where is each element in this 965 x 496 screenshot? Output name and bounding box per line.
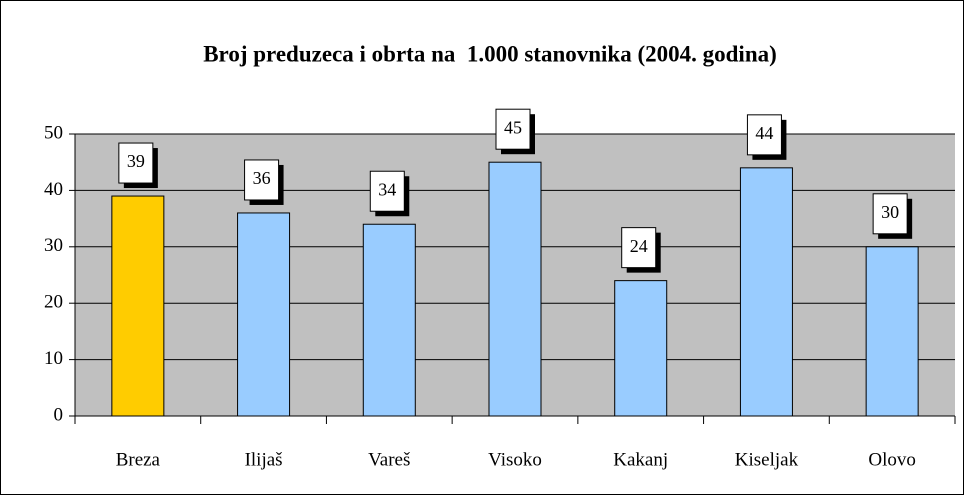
data-label: 24 [630,236,648,256]
x-tick-label: Kakanj [613,449,668,470]
bar [111,195,165,417]
y-tick-label: 20 [44,292,63,313]
data-label: 44 [755,123,773,143]
x-tick-label: Vareš [368,449,410,470]
label-box [244,159,280,201]
data-label: 34 [378,179,396,199]
data-label: 36 [253,168,271,188]
bar [614,280,668,417]
y-tick-label: 50 [44,122,63,143]
bar [362,223,416,417]
data-label: 39 [127,151,145,171]
y-tick-label: 10 [44,348,63,369]
label-box [118,142,154,184]
x-tick-label: Olovo [868,449,916,470]
y-tick-label: 30 [44,235,63,256]
label-box [746,114,782,156]
bar [739,167,793,417]
label-box [621,227,657,269]
data-label: 45 [504,117,522,137]
x-tick-label: Breza [116,449,161,470]
label-box [369,170,405,212]
x-tick-label: Visoko [488,449,542,470]
label-box [495,108,531,150]
x-tick-label: Kiseljak [735,449,799,470]
y-tick-label: 0 [54,404,64,425]
x-tick-label: Ilijaš [245,449,283,470]
bar [865,246,919,417]
y-tick-label: 40 [44,179,63,200]
bar [488,161,542,417]
data-label: 30 [881,202,899,222]
label-box [872,193,908,235]
bar [237,212,291,417]
chart-title: Broj preduzeca i obrta na 1.000 stanovni… [203,41,777,66]
